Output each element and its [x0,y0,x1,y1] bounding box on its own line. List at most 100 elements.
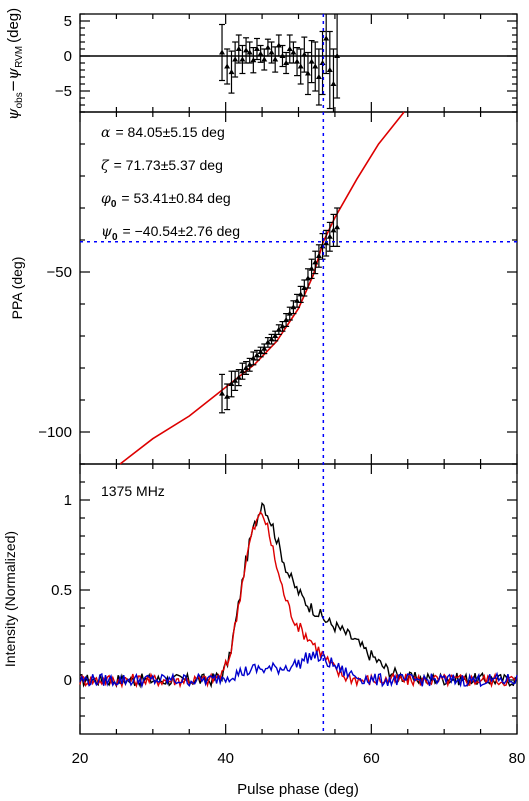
ppa-point [239,362,246,380]
ppa-point [294,293,301,308]
ppa-point [243,361,250,375]
data-point [326,67,333,72]
data-point [243,365,250,370]
data-point [294,58,301,64]
ppa-point [268,333,275,345]
residual-point [330,48,337,112]
data-point [232,56,239,62]
axis-ticks: 20 40 60 80 5 0 −5 −50 −100 0 0.5 1 [38,13,525,767]
ppa-point [297,285,304,303]
residual-point [228,50,235,94]
residual-point [323,14,330,75]
data-point [275,42,282,48]
data-point [308,265,315,271]
residual-point [239,44,246,75]
ppa-point [308,258,315,279]
data-point [257,50,264,56]
data-point [257,349,264,354]
data-point [301,51,308,57]
alpha-param: α = 84.05±5.15 deg [101,124,225,141]
ppa-point [235,369,242,387]
x-tick-label: 60 [363,750,380,767]
residual-point [334,14,341,99]
residual-point [279,44,286,68]
residual-point [294,46,301,77]
data-point [279,53,286,58]
data-point [253,352,260,358]
data-point [290,304,297,310]
y-tick-label: −100 [38,424,72,441]
data-point [246,49,253,55]
data-point [334,224,341,230]
y-tick-label: 0 [64,48,72,65]
y-tick-label: 1 [64,492,72,509]
profile-series-0 [79,501,518,689]
data-point [219,390,226,396]
data-point [315,253,322,258]
data-point [323,240,330,246]
residual-point [219,23,226,82]
x-tick-label: 80 [509,750,526,767]
xaxis-label: Pulse phase (deg) [237,781,359,798]
data-point [323,35,330,41]
residual-point [250,46,257,74]
residual-point [272,46,279,73]
data-point [253,46,260,51]
data-point [279,323,286,329]
data-point [312,63,319,69]
data-point [264,44,271,50]
data-point [250,57,257,63]
data-point [219,49,226,55]
residual-point [301,36,308,73]
residual-point [308,39,315,84]
residual-point [264,38,271,57]
data-point [308,58,315,64]
data-point [330,81,337,86]
residual-point [312,41,319,92]
ppa-point [334,207,341,247]
data-point [290,49,297,55]
data-point [301,285,308,290]
data-point [286,310,293,316]
data-point [272,333,279,338]
data-point [283,317,290,322]
y-tick-label: 5 [64,13,72,30]
ppa-point [250,351,257,366]
residual-point [246,41,253,64]
zeta-param: ζ = 71.73±5.37 deg [101,157,223,174]
data-point [239,368,246,374]
ppa-point [219,373,226,414]
data-point [228,69,235,75]
profile-panel-frame [79,463,518,735]
residual-point [257,44,264,63]
ppa-point [304,268,311,289]
residual-point [319,30,326,96]
ppa-point [264,337,271,348]
data-point [243,47,250,53]
ppa-point [257,346,264,358]
data-point [283,60,290,65]
profile-ylabel: Intensity (Normalized) [2,531,18,667]
data-point [330,227,337,233]
data-point [268,336,275,342]
ppa-point [224,383,231,411]
data-point [264,339,271,345]
residual-point [232,41,239,78]
rvm-fit-curve [119,111,405,465]
ppa-point [286,306,293,321]
residual-point [297,48,304,85]
data-point [275,326,282,332]
data-point [268,49,275,55]
y-tick-label: −50 [47,264,72,281]
data-point [326,233,333,239]
data-point [224,63,231,69]
data-point [235,374,242,380]
data-point [319,60,326,65]
data-point [304,275,311,281]
data-point [239,56,246,62]
residual-point [224,48,231,85]
frequency-label: 1375 MHz [101,483,165,499]
x-tick-label: 40 [217,750,234,767]
psi0-param: ψ0 = −40.54±2.76 deg [101,223,240,243]
